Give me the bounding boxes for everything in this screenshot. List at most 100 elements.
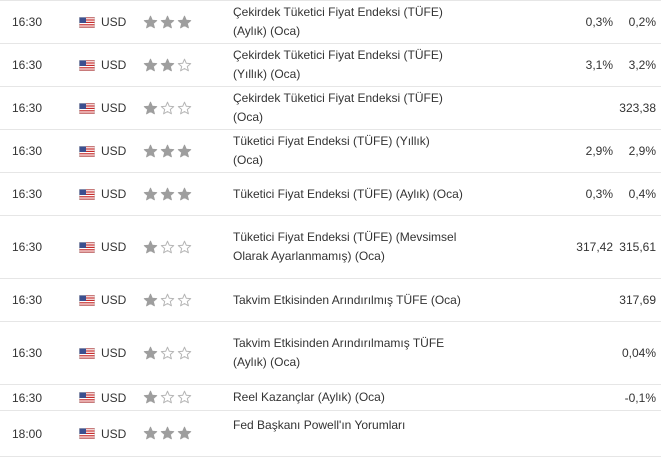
currency-code: USD bbox=[101, 293, 127, 307]
actual-value bbox=[465, 1, 531, 43]
us-flag-icon bbox=[79, 392, 95, 403]
actual-value bbox=[465, 279, 531, 321]
table-row[interactable]: 16:30 USD Takvim Etkisinden Arındırılmış… bbox=[0, 279, 661, 322]
us-flag-icon bbox=[79, 102, 95, 114]
star-filled-icon bbox=[143, 144, 158, 157]
us-flag-icon bbox=[79, 428, 95, 439]
forecast-value: 2,9% bbox=[585, 144, 613, 158]
star-filled-icon bbox=[160, 58, 175, 71]
currency-code: USD bbox=[101, 101, 127, 115]
actual-value bbox=[465, 385, 531, 410]
event-name-link[interactable]: Fed Başkanı Powell'ın Yorumları bbox=[233, 418, 406, 432]
forecast-value bbox=[540, 87, 613, 129]
star-filled-icon bbox=[143, 346, 158, 359]
table-row[interactable]: 16:30 USD Reel Kazançlar (Aylık) (Oca) -… bbox=[0, 385, 661, 411]
star-empty-icon bbox=[160, 293, 175, 306]
event-time: 16:30 bbox=[12, 15, 43, 29]
currency-code: USD bbox=[101, 15, 127, 29]
actual-value bbox=[465, 411, 531, 456]
us-flag-icon bbox=[79, 294, 95, 306]
table-row[interactable]: 16:30 USD Tüketici Fiyat Endeksi (TÜFE) … bbox=[0, 130, 661, 173]
event-name-link[interactable]: Reel Kazançlar (Aylık) (Oca) bbox=[233, 390, 385, 404]
event-name-link[interactable]: Tüketici Fiyat Endeksi (TÜFE) (Aylık) (O… bbox=[233, 186, 463, 201]
event-time: 16:30 bbox=[12, 58, 43, 72]
us-flag-icon bbox=[79, 347, 95, 359]
us-flag-icon bbox=[79, 188, 95, 200]
event-time: 16:30 bbox=[12, 240, 43, 254]
actual-value bbox=[465, 173, 531, 215]
previous-value bbox=[620, 411, 656, 456]
event-name-link[interactable]: Takvim Etkisinden Arındırılmış TÜFE (Oca… bbox=[233, 292, 461, 307]
importance-stars bbox=[143, 322, 203, 384]
us-flag-icon bbox=[79, 59, 95, 71]
actual-value bbox=[465, 44, 531, 86]
event-name-link[interactable]: Çekirdek Tüketici Fiyat Endeksi (TÜFE) (… bbox=[233, 48, 443, 81]
star-empty-icon bbox=[160, 101, 175, 114]
star-filled-icon bbox=[143, 15, 158, 28]
country-flag bbox=[79, 44, 95, 86]
actual-value bbox=[465, 322, 531, 384]
event-name-link[interactable]: Tüketici Fiyat Endeksi (TÜFE) (Yıllık) (… bbox=[233, 134, 430, 167]
table-row[interactable]: 18:00 USD Fed Başkanı Powell'ın Yorumlar… bbox=[0, 411, 661, 457]
star-empty-icon bbox=[160, 346, 175, 359]
star-filled-icon bbox=[177, 15, 192, 28]
table-row[interactable]: 16:30 USD Takvim Etkisinden Arındırılmam… bbox=[0, 322, 661, 385]
star-filled-icon bbox=[143, 58, 158, 71]
currency-code: USD bbox=[101, 426, 127, 441]
table-row[interactable]: 16:30 USD Tüketici Fiyat Endeksi (TÜFE) … bbox=[0, 216, 661, 279]
event-time: 16:30 bbox=[12, 101, 43, 115]
event-time: 16:30 bbox=[12, 144, 43, 158]
table-row[interactable]: 16:30 USD Tüketici Fiyat Endeksi (TÜFE) … bbox=[0, 173, 661, 216]
previous-value: 0,04% bbox=[621, 346, 656, 360]
previous-value: -0,1% bbox=[624, 390, 656, 405]
country-flag bbox=[79, 87, 95, 129]
star-filled-icon bbox=[143, 187, 158, 200]
previous-value: 0,4% bbox=[628, 187, 656, 201]
currency-code: USD bbox=[101, 58, 127, 72]
event-time: 16:30 bbox=[12, 293, 43, 307]
event-time: 16:30 bbox=[12, 187, 43, 201]
star-filled-icon bbox=[177, 426, 192, 440]
previous-value: 323,38 bbox=[619, 101, 656, 115]
event-time: 16:30 bbox=[12, 346, 43, 360]
star-empty-icon bbox=[160, 390, 175, 404]
star-filled-icon bbox=[160, 426, 175, 440]
star-filled-icon bbox=[143, 293, 158, 306]
star-filled-icon bbox=[143, 390, 158, 404]
star-empty-icon bbox=[177, 58, 192, 71]
table-row[interactable]: 16:30 USD Çekirdek Tüketici Fiyat Endeks… bbox=[0, 87, 661, 130]
event-name-link[interactable]: Takvim Etkisinden Arındırılmamış TÜFE (A… bbox=[233, 336, 445, 369]
importance-stars bbox=[143, 87, 203, 129]
currency-code: USD bbox=[101, 240, 127, 254]
country-flag bbox=[79, 411, 95, 456]
forecast-value: 0,3% bbox=[585, 15, 613, 29]
star-filled-icon bbox=[160, 15, 175, 28]
star-empty-icon bbox=[177, 101, 192, 114]
previous-value: 317,69 bbox=[619, 293, 656, 307]
importance-stars bbox=[143, 173, 203, 215]
importance-stars bbox=[143, 411, 203, 456]
us-flag-icon bbox=[79, 145, 95, 157]
currency-code: USD bbox=[101, 390, 127, 405]
currency-code: USD bbox=[101, 346, 127, 360]
star-filled-icon bbox=[143, 426, 158, 440]
event-name-link[interactable]: Çekirdek Tüketici Fiyat Endeksi (TÜFE) (… bbox=[233, 5, 443, 38]
previous-value: 2,9% bbox=[628, 144, 656, 158]
star-filled-icon bbox=[160, 187, 175, 200]
event-name-link[interactable]: Çekirdek Tüketici Fiyat Endeksi (TÜFE) (… bbox=[233, 91, 443, 124]
star-empty-icon bbox=[177, 240, 192, 253]
event-name-link[interactable]: Tüketici Fiyat Endeksi (TÜFE) (Mevsimsel… bbox=[233, 230, 457, 263]
currency-code: USD bbox=[101, 144, 127, 158]
star-filled-icon bbox=[143, 240, 158, 253]
table-row[interactable]: 16:30 USD Çekirdek Tüketici Fiyat Endeks… bbox=[0, 0, 661, 44]
importance-stars bbox=[143, 130, 203, 172]
event-time: 16:30 bbox=[12, 390, 43, 405]
country-flag bbox=[79, 322, 95, 384]
importance-stars bbox=[143, 44, 203, 86]
star-empty-icon bbox=[177, 346, 192, 359]
previous-value: 0,2% bbox=[628, 15, 656, 29]
event-time: 18:00 bbox=[12, 426, 43, 441]
importance-stars bbox=[143, 279, 203, 321]
table-row[interactable]: 16:30 USD Çekirdek Tüketici Fiyat Endeks… bbox=[0, 44, 661, 87]
